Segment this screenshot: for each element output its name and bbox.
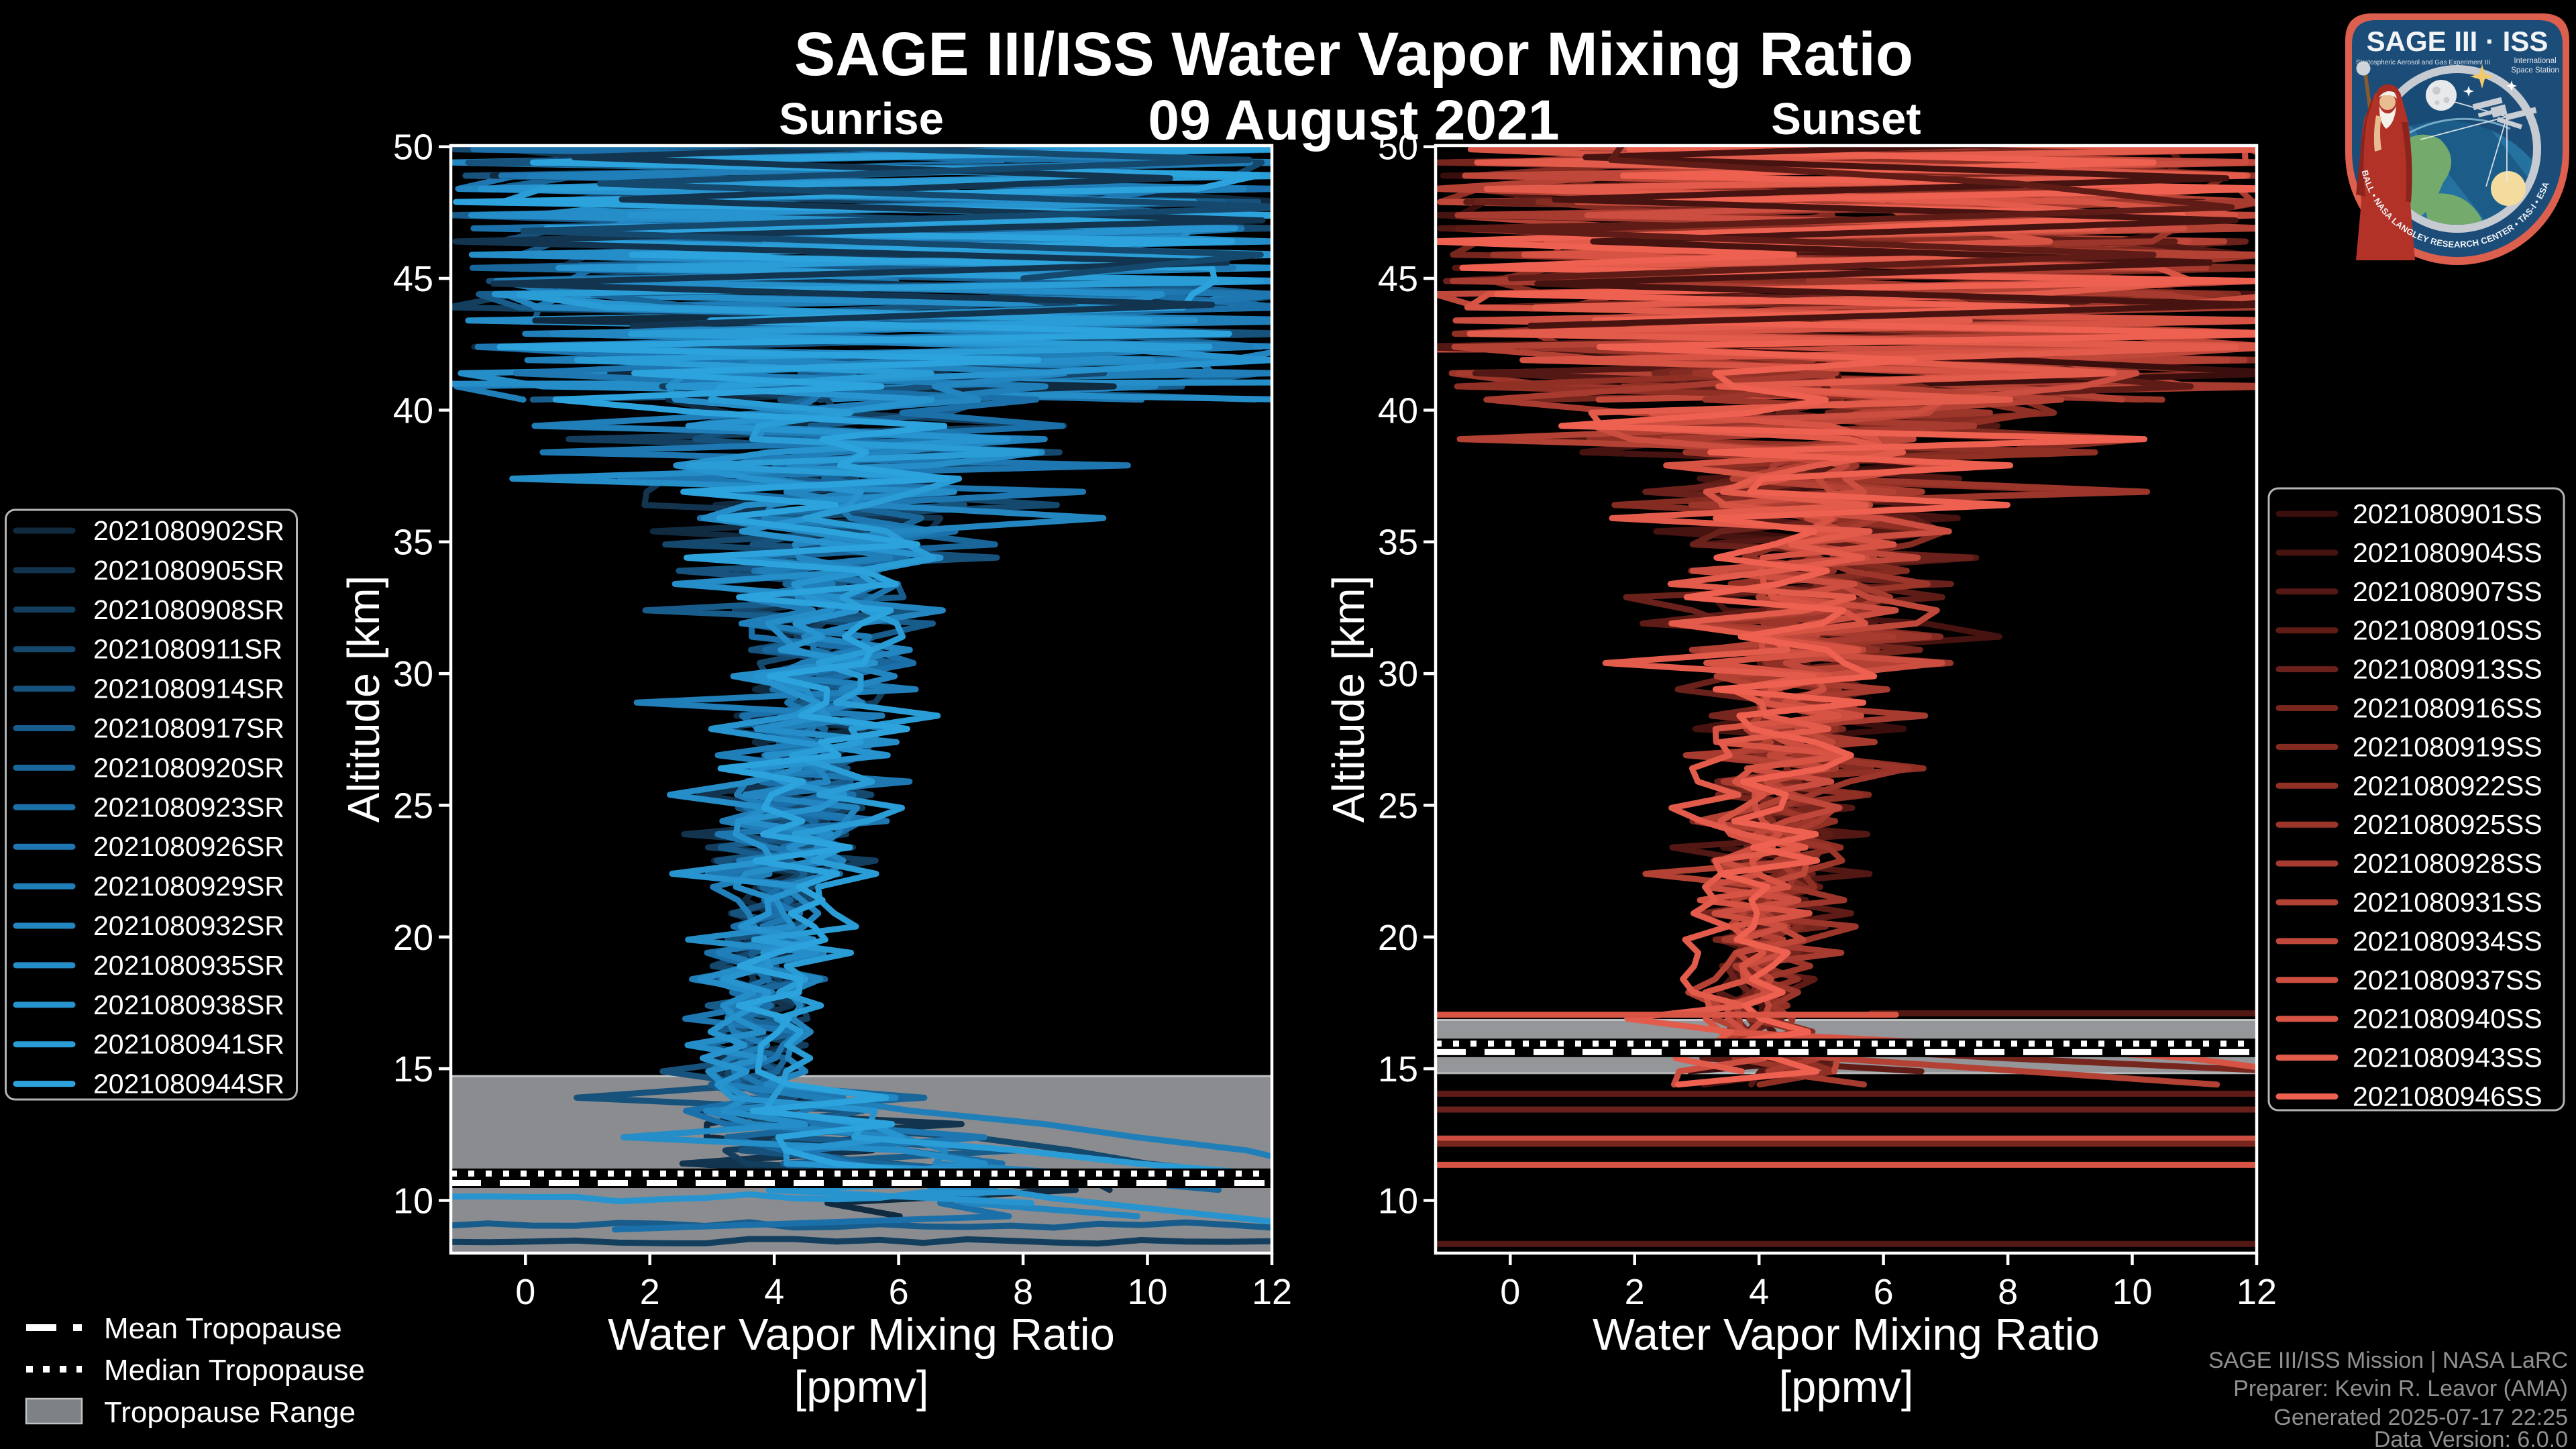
svg-text:2021080940SS: 2021080940SS [2353,1004,2542,1034]
svg-text:45: 45 [1378,259,1418,299]
svg-text:Space Station: Space Station [2511,66,2559,74]
svg-text:0: 0 [1500,1272,1520,1312]
svg-text:International: International [2514,57,2556,65]
svg-text:10: 10 [2112,1272,2152,1312]
svg-text:2: 2 [1625,1272,1645,1312]
svg-text:2021080928SS: 2021080928SS [2353,848,2542,879]
svg-text:2021080941SR: 2021080941SR [93,1029,284,1060]
svg-text:2021080911SR: 2021080911SR [93,634,282,665]
svg-text:20: 20 [1378,918,1418,958]
svg-text:[ppmv]: [ppmv] [1778,1362,1913,1412]
svg-text:SAGE III · ISS: SAGE III · ISS [2367,25,2548,57]
svg-text:SAGE III/ISS Mission | NASA La: SAGE III/ISS Mission | NASA LaRC [2208,1348,2568,1373]
svg-text:2021080919SS: 2021080919SS [2353,731,2542,762]
svg-text:35: 35 [1378,523,1418,563]
svg-text:Median Tropopause: Median Tropopause [104,1354,365,1387]
svg-text:2021080943SS: 2021080943SS [2353,1042,2542,1073]
svg-text:Mean Tropopause: Mean Tropopause [104,1312,342,1345]
svg-text:2021080938SR: 2021080938SR [93,989,284,1020]
svg-text:8: 8 [1998,1272,2018,1312]
svg-text:2021080929SR: 2021080929SR [93,871,284,902]
svg-text:6: 6 [889,1272,909,1312]
svg-text:25: 25 [1378,786,1418,826]
svg-text:30: 30 [393,654,433,694]
svg-text:[ppmv]: [ppmv] [794,1362,928,1412]
svg-text:0: 0 [515,1272,535,1312]
svg-text:2021080926SR: 2021080926SR [93,831,284,862]
svg-text:2021080934SS: 2021080934SS [2353,926,2542,957]
svg-text:Tropopause Range: Tropopause Range [104,1396,356,1429]
svg-text:10: 10 [1127,1272,1167,1312]
svg-text:2021080920SR: 2021080920SR [93,752,284,783]
svg-text:2021080914SR: 2021080914SR [93,674,284,704]
svg-text:2021080907SS: 2021080907SS [2353,576,2542,607]
svg-text:Generated 2025-07-17 22:25: Generated 2025-07-17 22:25 [2273,1405,2568,1430]
svg-text:Water Vapor Mixing Ratio: Water Vapor Mixing Ratio [608,1309,1115,1360]
svg-text:40: 40 [1378,390,1418,431]
svg-text:2: 2 [640,1272,660,1312]
svg-text:40: 40 [393,390,433,431]
svg-text:15: 15 [1378,1049,1418,1089]
svg-text:45: 45 [393,259,433,299]
svg-text:09 August 2021: 09 August 2021 [1148,89,1559,152]
svg-text:Altitude [km]: Altitude [km] [339,576,389,823]
svg-text:50: 50 [393,127,433,168]
svg-text:2021080917SR: 2021080917SR [93,713,284,744]
svg-text:2021080946SS: 2021080946SS [2353,1081,2542,1112]
svg-text:10: 10 [1378,1181,1418,1222]
svg-text:2021080913SS: 2021080913SS [2353,654,2542,685]
svg-text:2021080904SS: 2021080904SS [2353,537,2542,568]
svg-text:35: 35 [393,523,433,563]
svg-text:50: 50 [1378,127,1418,168]
svg-text:2021080935SR: 2021080935SR [93,950,284,981]
svg-text:2021080923SR: 2021080923SR [93,792,284,822]
svg-text:Stratospheric Aerosol and Gas: Stratospheric Aerosol and Gas Experiment… [2356,59,2490,66]
svg-text:Altitude [km]: Altitude [km] [1324,576,1374,823]
svg-text:Preparer: Kevin R. Leavor (AMA: Preparer: Kevin R. Leavor (AMA) [2233,1376,2568,1401]
svg-text:Data Version: 6.0.0: Data Version: 6.0.0 [2374,1427,2568,1449]
svg-text:Water Vapor Mixing Ratio: Water Vapor Mixing Ratio [1593,1309,2100,1360]
svg-text:2021080905SR: 2021080905SR [93,555,284,586]
svg-text:30: 30 [1378,654,1418,694]
svg-text:8: 8 [1013,1272,1033,1312]
svg-text:4: 4 [1749,1272,1769,1312]
svg-text:15: 15 [393,1049,433,1089]
svg-text:20: 20 [393,918,433,958]
svg-text:2021080902SR: 2021080902SR [93,515,284,546]
svg-text:12: 12 [2237,1272,2277,1312]
svg-text:Sunset: Sunset [1771,94,1921,144]
svg-text:2021080916SS: 2021080916SS [2353,693,2542,724]
svg-text:2021080910SS: 2021080910SS [2353,615,2542,646]
svg-text:12: 12 [1252,1272,1292,1312]
svg-text:2021080925SS: 2021080925SS [2353,809,2542,840]
svg-text:2021080901SS: 2021080901SS [2353,498,2542,529]
svg-text:2021080944SR: 2021080944SR [93,1069,284,1099]
svg-text:25: 25 [393,786,433,826]
svg-text:6: 6 [1874,1272,1894,1312]
svg-text:2021080908SR: 2021080908SR [93,594,284,625]
svg-text:Sunrise: Sunrise [779,94,944,144]
svg-text:4: 4 [764,1272,784,1312]
svg-text:2021080922SS: 2021080922SS [2353,770,2542,801]
svg-text:2021080931SS: 2021080931SS [2353,887,2542,918]
svg-text:2021080932SR: 2021080932SR [93,910,284,941]
svg-text:2021080937SS: 2021080937SS [2353,965,2542,996]
svg-text:SAGE III/ISS Water Vapor Mixin: SAGE III/ISS Water Vapor Mixing Ratio [794,20,1913,89]
svg-text:10: 10 [393,1181,433,1222]
